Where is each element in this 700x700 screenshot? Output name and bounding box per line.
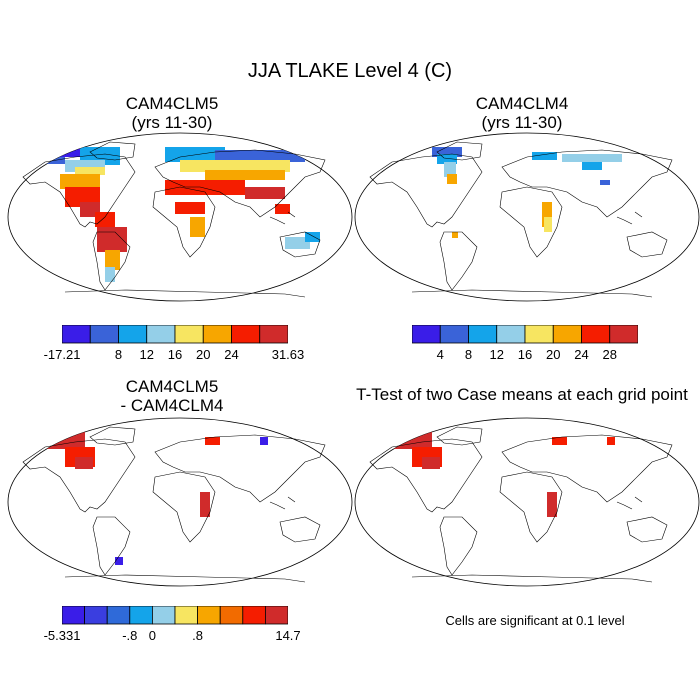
colorbar-tick-label: 16 bbox=[167, 347, 183, 362]
colorbar-swatch bbox=[264, 606, 288, 625]
colorbar-swatch bbox=[259, 325, 288, 344]
map-panel-ttest bbox=[354, 417, 700, 587]
colorbar-tick-label: 12 bbox=[139, 347, 154, 362]
colorbar-clm5: -17.21 8 12 16 20 24 31.63 bbox=[44, 325, 304, 365]
colorbar-swatch bbox=[412, 325, 441, 344]
map-panel-clm5 bbox=[7, 132, 353, 302]
significance-note: Cells are significant at 0.1 level bbox=[445, 613, 625, 628]
colorbar-tick-label: 20 bbox=[196, 347, 211, 362]
colorbar-swatch bbox=[152, 606, 176, 625]
colorbar-swatch bbox=[84, 606, 108, 625]
panel-title-clm4: CAM4CLM4 (yrs 11-30) bbox=[422, 94, 622, 132]
colorbar-swatch bbox=[496, 325, 526, 344]
panel-title-diff: CAM4CLM5 - CAM4CLM4 bbox=[72, 377, 272, 415]
figure-title: JJA TLAKE Level 4 (C) bbox=[247, 60, 453, 82]
map-panel-clm4 bbox=[354, 132, 700, 302]
panel-title-diff-line2: - CAM4CLM4 bbox=[120, 396, 224, 415]
colorbar-swatch bbox=[468, 325, 498, 344]
colorbar-tick-label: 20 bbox=[546, 347, 561, 362]
colorbar-swatch bbox=[609, 325, 638, 344]
colorbar-swatch bbox=[581, 325, 611, 344]
colorbar-tick-label: -.8 bbox=[122, 628, 138, 643]
colorbar-swatch bbox=[197, 606, 221, 625]
colorbar-swatch bbox=[106, 606, 131, 625]
colorbar-swatch bbox=[242, 606, 266, 625]
colorbar-diff: -5.331 -.8 0 .8 14.7 bbox=[44, 606, 301, 646]
colorbar-tick-label: 16 bbox=[517, 347, 533, 362]
panel-title-clm5: CAM4CLM5 (yrs 11-30) bbox=[72, 94, 272, 132]
panel-title-clm5-line2: (yrs 11-30) bbox=[131, 113, 213, 132]
colorbar-tick-label: 4 bbox=[436, 347, 444, 362]
colorbar-clm4: 4 8 12 16 20 24 28 bbox=[412, 325, 638, 365]
panel-title-clm4-line1: CAM4CLM4 bbox=[475, 94, 569, 113]
colorbar-swatch bbox=[439, 325, 469, 344]
colorbar-swatch bbox=[174, 325, 204, 344]
colorbar-swatch bbox=[146, 325, 176, 344]
colorbar-swatch bbox=[62, 325, 91, 344]
colorbar-swatch bbox=[231, 325, 261, 344]
colorbar-swatch bbox=[174, 606, 199, 625]
colorbar-tick-label: 8 bbox=[464, 347, 473, 362]
colorbar-swatch bbox=[552, 325, 582, 344]
colorbar-tick-label: 12 bbox=[489, 347, 504, 362]
map-panel-diff bbox=[7, 417, 353, 587]
colorbar-swatch bbox=[219, 606, 244, 625]
colorbar-tick-label: -17.21 bbox=[43, 347, 81, 362]
colorbar-swatch bbox=[202, 325, 232, 344]
colorbar-tick-label: .8 bbox=[192, 628, 204, 643]
colorbar-swatch bbox=[118, 325, 148, 344]
panel-title-ttest-line1: T-Test of two Case means at each grid po… bbox=[356, 385, 688, 404]
colorbar-tick-label: 14.7 bbox=[275, 628, 301, 643]
colorbar-swatch bbox=[129, 606, 153, 625]
panel-title-clm5-line1: CAM4CLM5 bbox=[125, 94, 219, 113]
colorbar-tick-label: 0 bbox=[148, 628, 157, 643]
colorbar-tick-label: 28 bbox=[602, 347, 617, 362]
colorbar-tick-label: 31.63 bbox=[271, 347, 305, 362]
panel-title-diff-line1: CAM4CLM5 bbox=[125, 377, 219, 396]
colorbar-swatch bbox=[62, 606, 86, 625]
colorbar-tick-label: -5.331 bbox=[43, 628, 81, 643]
panel-title-clm4-line2: (yrs 11-30) bbox=[481, 113, 563, 132]
colorbar-tick-label: 24 bbox=[224, 347, 239, 362]
colorbar-tick-label: 8 bbox=[114, 347, 123, 362]
colorbar-swatch bbox=[524, 325, 554, 344]
colorbar-swatch bbox=[89, 325, 119, 344]
panel-title-ttest: T-Test of two Case means at each grid po… bbox=[352, 385, 692, 404]
colorbar-tick-label: 24 bbox=[574, 347, 589, 362]
